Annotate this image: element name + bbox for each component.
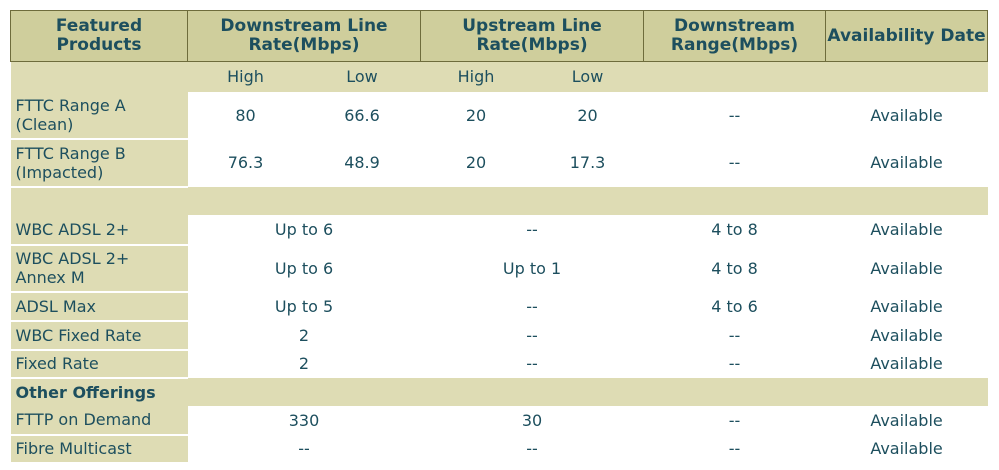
value-cell: 4 to 8 — [643, 244, 826, 292]
section-row — [10, 186, 988, 215]
product-label: WBC ADSL 2+ — [10, 214, 188, 246]
value-cell: 330 — [187, 405, 421, 435]
subheader-cell: Low — [531, 61, 644, 92]
value-cell: Up to 5 — [187, 291, 421, 321]
blank-cell — [643, 61, 826, 92]
value-cell: 4 to 6 — [643, 291, 826, 321]
value-cell: Available — [825, 349, 988, 378]
value-cell: 30 — [420, 405, 644, 435]
product-label: Fibre Multicast — [10, 434, 188, 464]
value-cell: Available — [825, 214, 988, 245]
value-cell: -- — [420, 291, 644, 321]
value-cell: 2 — [187, 349, 421, 378]
product-row: FTTC Range B (Impacted) 76.3 48.9 20 17.3 -- A… — [10, 138, 988, 188]
value-cell: 20 — [420, 91, 532, 139]
value-cell: 66.6 — [303, 91, 421, 139]
header-cell: Downstream Line Rate(Mbps) — [186, 10, 422, 62]
product-label: WBC Fixed Rate — [10, 320, 188, 351]
header-row: Featured Products Downstream Line Rate(M… — [10, 10, 989, 62]
subheader-row: High Low High Low — [10, 61, 988, 92]
value-cell: Available — [825, 291, 988, 321]
product-label: Fixed Rate — [10, 349, 188, 379]
table-body: High Low High Low FTTC Range A (Clean) 80 66.6… — [10, 61, 988, 464]
product-label: FTTC Range B (Impacted) — [10, 138, 188, 188]
product-row: WBC Fixed Rate 2 -- -- Available — [10, 320, 988, 351]
product-row: FTTP on Demand 330 30 -- Available — [10, 405, 988, 436]
value-cell: Up to 6 — [187, 214, 421, 245]
value-cell: Available — [825, 405, 988, 435]
value-cell: Available — [825, 244, 988, 292]
section-row: Other Offerings — [10, 377, 988, 406]
subheader-cell: High — [187, 61, 304, 92]
product-row: Fibre Multicast -- -- -- Available — [10, 434, 988, 464]
value-cell: -- — [643, 91, 826, 139]
product-row: WBC ADSL 2+ Up to 6 -- 4 to 8 Available — [10, 214, 988, 246]
value-cell: -- — [643, 349, 826, 378]
value-cell: 20 — [420, 138, 532, 187]
header-cell: Availability Date — [825, 10, 989, 62]
subheader-cell: Low — [303, 61, 421, 92]
product-label: FTTP on Demand — [10, 405, 188, 436]
value-cell: Available — [825, 91, 988, 139]
value-cell: -- — [643, 405, 826, 435]
value-cell: 80 — [187, 91, 304, 139]
subheader-cell: High — [420, 61, 532, 92]
header-cell: Downstream Range(Mbps) — [643, 10, 827, 62]
value-cell: -- — [643, 320, 826, 350]
section-heading: Other Offerings — [10, 377, 988, 406]
value-cell: 48.9 — [303, 138, 421, 187]
value-cell: Available — [825, 320, 988, 350]
value-cell: 2 — [187, 320, 421, 350]
value-cell: -- — [420, 434, 644, 463]
value-cell: -- — [420, 320, 644, 350]
header-cell: Upstream Line Rate(Mbps) — [420, 10, 645, 62]
product-row: FTTC Range A (Clean) 80 66.6 20 20 -- Availabl… — [10, 91, 988, 140]
product-row: Fixed Rate 2 -- -- Available — [10, 349, 988, 379]
value-cell: Up to 6 — [187, 244, 421, 292]
blank-cell — [825, 61, 988, 92]
blank-cell — [10, 61, 188, 92]
table-header: Featured Products Downstream Line Rate(M… — [10, 10, 989, 62]
blank-cell — [10, 186, 988, 215]
value-cell: 17.3 — [531, 138, 644, 187]
value-cell: Available — [825, 138, 988, 187]
product-row: ADSL Max Up to 5 -- 4 to 6 Available — [10, 291, 988, 322]
product-label: WBC ADSL 2+ Annex M — [10, 244, 188, 293]
value-cell: -- — [420, 214, 644, 245]
value-cell: 76.3 — [187, 138, 304, 187]
header-cell: Featured Products — [10, 10, 188, 62]
value-cell: -- — [187, 434, 421, 463]
value-cell: Available — [825, 434, 988, 463]
value-cell: 4 to 8 — [643, 214, 826, 245]
value-cell: Up to 1 — [420, 244, 644, 292]
value-cell: -- — [643, 434, 826, 463]
product-table: Featured Products Downstream Line Rate(M… — [10, 10, 989, 464]
value-cell: 20 — [531, 91, 644, 139]
value-cell: -- — [420, 349, 644, 378]
product-label: FTTC Range A (Clean) — [10, 91, 188, 140]
product-label: ADSL Max — [10, 291, 188, 322]
value-cell: -- — [643, 138, 826, 187]
